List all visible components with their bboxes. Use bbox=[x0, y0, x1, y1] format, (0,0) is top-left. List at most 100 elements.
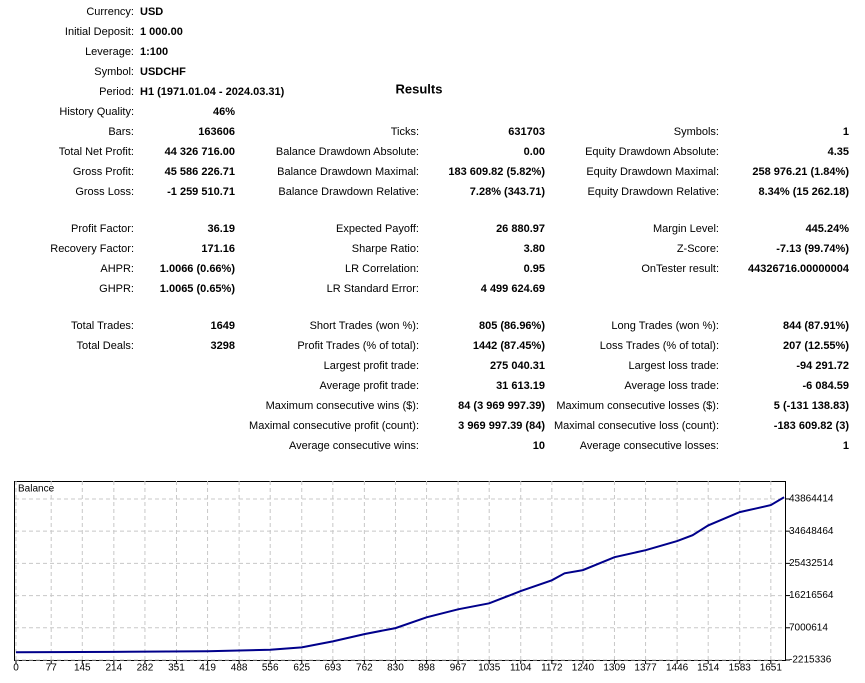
stat-value: 171.16 bbox=[201, 243, 235, 255]
stat-label: Symbols: bbox=[674, 126, 719, 138]
x-tick-label: 1309 bbox=[603, 663, 626, 674]
x-tick-label: 1583 bbox=[729, 663, 752, 674]
stat-label: Largest profit trade: bbox=[324, 360, 419, 372]
stat-label: Average consecutive losses: bbox=[580, 440, 719, 452]
stat-value: 36.19 bbox=[207, 223, 235, 235]
x-tick-label: 1514 bbox=[697, 663, 720, 674]
setting-value: USDCHF bbox=[140, 66, 186, 78]
stat-value: 1 bbox=[843, 440, 849, 452]
stat-value: 183 609.82 (5.82%) bbox=[448, 166, 545, 178]
stat-value: -1 259 510.71 bbox=[167, 186, 235, 198]
stat-label: Margin Level: bbox=[653, 223, 719, 235]
stat-value: 207 (12.55%) bbox=[783, 340, 849, 352]
x-tick-label: 1651 bbox=[760, 663, 783, 674]
stat-value: 31 613.19 bbox=[496, 380, 545, 392]
stat-label: Total Net Profit: bbox=[59, 146, 134, 158]
setting-value: USD bbox=[140, 6, 163, 18]
y-tick-label: 25432514 bbox=[789, 558, 834, 569]
stat-label: Balance Drawdown Absolute: bbox=[276, 146, 419, 158]
stat-value: 163606 bbox=[198, 126, 235, 138]
x-tick-label: 762 bbox=[356, 663, 373, 674]
x-tick-label: 1240 bbox=[572, 663, 595, 674]
stat-label: Maximal consecutive profit (count): bbox=[249, 420, 419, 432]
x-tick-label: 1172 bbox=[541, 663, 563, 674]
stat-label: Maximum consecutive losses ($): bbox=[556, 400, 719, 412]
setting-label: Initial Deposit: bbox=[65, 26, 134, 38]
x-tick-label: 77 bbox=[46, 663, 58, 674]
stat-value: 275 040.31 bbox=[490, 360, 545, 372]
stat-value: 1.0066 (0.66%) bbox=[160, 263, 236, 275]
stat-label: Average consecutive wins: bbox=[289, 440, 419, 452]
stat-label: Average profit trade: bbox=[320, 380, 419, 392]
stat-value: 3 969 997.39 (84) bbox=[458, 420, 545, 432]
stat-label: Short Trades (won %): bbox=[310, 320, 419, 332]
stat-value: 7.28% (343.71) bbox=[470, 186, 546, 198]
stat-label: History Quality: bbox=[59, 106, 134, 118]
stat-value: 8.34% (15 262.18) bbox=[758, 186, 849, 198]
stat-value: 44 326 716.00 bbox=[165, 146, 235, 158]
x-tick-label: 625 bbox=[293, 663, 310, 674]
stat-label: OnTester result: bbox=[641, 263, 719, 275]
stat-value: 26 880.97 bbox=[496, 223, 545, 235]
stat-label: GHPR: bbox=[99, 283, 134, 295]
stat-value: 1 bbox=[843, 126, 849, 138]
x-tick-label: 1035 bbox=[478, 663, 501, 674]
stat-value: 84 (3 969 997.39) bbox=[458, 400, 545, 412]
report-title: Results bbox=[396, 81, 443, 96]
stat-value: 445.24% bbox=[806, 223, 850, 235]
stat-label: Balance Drawdown Maximal: bbox=[277, 166, 419, 178]
stat-label: Long Trades (won %): bbox=[611, 320, 719, 332]
stat-label: Maximal consecutive loss (count): bbox=[554, 420, 719, 432]
stat-label: Balance Drawdown Relative: bbox=[278, 186, 419, 198]
setting-label: Currency: bbox=[86, 6, 134, 18]
stat-label: Gross Loss: bbox=[75, 186, 134, 198]
balance-line bbox=[15, 496, 785, 654]
stat-label: LR Correlation: bbox=[345, 263, 419, 275]
stat-value: 805 (86.96%) bbox=[479, 320, 545, 332]
setting-value: 1 000.00 bbox=[140, 26, 183, 38]
stat-value: 1649 bbox=[211, 320, 235, 332]
stat-value: 10 bbox=[533, 440, 545, 452]
x-tick-label: 0 bbox=[13, 663, 19, 674]
chart-frame bbox=[14, 481, 786, 661]
setting-value: 1:100 bbox=[140, 46, 168, 58]
stat-label: Average loss trade: bbox=[624, 380, 719, 392]
setting-value: H1 (1971.01.04 - 2024.03.31) bbox=[140, 86, 285, 98]
stat-label: Equity Drawdown Maximal: bbox=[586, 166, 719, 178]
stat-label: Ticks: bbox=[391, 126, 419, 138]
setting-label: Leverage: bbox=[85, 46, 134, 58]
stat-value: 4 499 624.69 bbox=[481, 283, 545, 295]
x-tick-label: 1446 bbox=[666, 663, 689, 674]
y-tick-label: 16216564 bbox=[789, 590, 834, 601]
x-tick-label: 967 bbox=[450, 663, 467, 674]
stat-value: -7.13 (99.74%) bbox=[776, 243, 849, 255]
stat-label: Profit Factor: bbox=[71, 223, 134, 235]
stat-label: LR Standard Error: bbox=[327, 283, 419, 295]
stat-label: Maximum consecutive wins ($): bbox=[266, 400, 419, 412]
x-tick-label: 282 bbox=[137, 663, 154, 674]
stat-value: 0.95 bbox=[524, 263, 545, 275]
y-tick-label: 34648464 bbox=[789, 526, 834, 537]
stat-value: 1442 (87.45%) bbox=[473, 340, 545, 352]
stat-value: 5 (-131 138.83) bbox=[774, 400, 850, 412]
stat-value: 0.00 bbox=[524, 146, 545, 158]
x-tick-label: 145 bbox=[74, 663, 91, 674]
stat-value: 1.0065 (0.65%) bbox=[160, 283, 236, 295]
stat-label: Gross Profit: bbox=[73, 166, 134, 178]
stat-value: -94 291.72 bbox=[796, 360, 849, 372]
x-tick-label: 488 bbox=[231, 663, 248, 674]
stat-label: Expected Payoff: bbox=[336, 223, 419, 235]
y-tick-label: -2215336 bbox=[789, 655, 832, 666]
stat-value: 46% bbox=[213, 106, 235, 118]
x-tick-label: 693 bbox=[324, 663, 341, 674]
stat-label: Sharpe Ratio: bbox=[352, 243, 419, 255]
stat-label: Recovery Factor: bbox=[50, 243, 134, 255]
stat-label: Total Trades: bbox=[71, 320, 134, 332]
setting-label: Period: bbox=[99, 86, 134, 98]
stat-label: Largest loss trade: bbox=[629, 360, 720, 372]
legend-label: Balance bbox=[18, 484, 55, 495]
x-tick-label: 214 bbox=[105, 663, 122, 674]
stat-label: Total Deals: bbox=[77, 340, 134, 352]
stat-label: Equity Drawdown Relative: bbox=[588, 186, 719, 198]
